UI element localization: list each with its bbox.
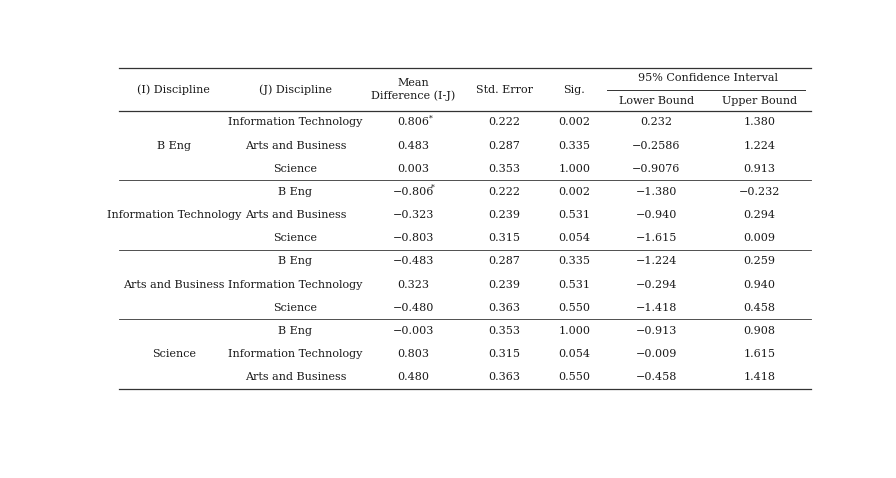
Text: 0.363: 0.363 <box>488 372 521 382</box>
Text: −0.232: −0.232 <box>738 187 780 197</box>
Text: 0.054: 0.054 <box>558 349 590 359</box>
Text: 0.287: 0.287 <box>488 141 521 151</box>
Text: Information Technology: Information Technology <box>228 280 363 290</box>
Text: 1.615: 1.615 <box>743 349 775 359</box>
Text: 0.002: 0.002 <box>558 187 590 197</box>
Text: (J) Discipline: (J) Discipline <box>259 84 332 95</box>
Text: −0.2586: −0.2586 <box>633 141 681 151</box>
Text: 1.380: 1.380 <box>743 117 775 127</box>
Text: 0.531: 0.531 <box>558 210 590 220</box>
Text: −0.803: −0.803 <box>392 233 434 243</box>
Text: 0.803: 0.803 <box>397 349 429 359</box>
Text: Upper Bound: Upper Bound <box>721 96 797 106</box>
Text: Arts and Business: Arts and Business <box>245 141 346 151</box>
Text: −1.615: −1.615 <box>636 233 677 243</box>
Text: 0.458: 0.458 <box>743 303 775 313</box>
Text: −0.003: −0.003 <box>392 326 434 336</box>
Text: 0.009: 0.009 <box>743 233 775 243</box>
Text: 0.239: 0.239 <box>488 210 521 220</box>
Text: 1.000: 1.000 <box>558 326 590 336</box>
Text: 1.000: 1.000 <box>558 163 590 174</box>
Text: 0.054: 0.054 <box>558 233 590 243</box>
Text: Science: Science <box>273 233 317 243</box>
Text: Information Technology: Information Technology <box>228 349 363 359</box>
Text: 0.531: 0.531 <box>558 280 590 290</box>
Text: 0.003: 0.003 <box>397 163 429 174</box>
Text: 0.806: 0.806 <box>397 117 429 127</box>
Text: Arts and Business: Arts and Business <box>123 280 225 290</box>
Text: 0.353: 0.353 <box>488 163 521 174</box>
Text: −0.480: −0.480 <box>392 303 434 313</box>
Text: 0.222: 0.222 <box>488 187 521 197</box>
Text: Information Technology: Information Technology <box>228 117 363 127</box>
Text: 0.239: 0.239 <box>488 280 521 290</box>
Text: Mean
Difference (I-J): Mean Difference (I-J) <box>371 78 455 101</box>
Text: Arts and Business: Arts and Business <box>245 372 346 382</box>
Text: 0.315: 0.315 <box>488 349 521 359</box>
Text: −1.224: −1.224 <box>636 257 677 266</box>
Text: 0.353: 0.353 <box>488 326 521 336</box>
Text: −0.294: −0.294 <box>636 280 677 290</box>
Text: 1.224: 1.224 <box>743 141 775 151</box>
Text: 0.222: 0.222 <box>488 117 521 127</box>
Text: 0.550: 0.550 <box>558 303 590 313</box>
Text: *: * <box>428 114 433 122</box>
Text: −0.458: −0.458 <box>636 372 677 382</box>
Text: 0.294: 0.294 <box>743 210 775 220</box>
Text: −0.483: −0.483 <box>392 257 434 266</box>
Text: B Eng: B Eng <box>157 141 191 151</box>
Text: 0.483: 0.483 <box>397 141 429 151</box>
Text: −0.913: −0.913 <box>636 326 677 336</box>
Text: 1.418: 1.418 <box>743 372 775 382</box>
Text: Science: Science <box>151 349 196 359</box>
Text: −0.009: −0.009 <box>636 349 677 359</box>
Text: 0.232: 0.232 <box>641 117 672 127</box>
Text: 0.363: 0.363 <box>488 303 521 313</box>
Text: Information Technology: Information Technology <box>107 210 241 220</box>
Text: Science: Science <box>273 163 317 174</box>
Text: 0.259: 0.259 <box>743 257 775 266</box>
Text: −0.323: −0.323 <box>392 210 434 220</box>
Text: 0.287: 0.287 <box>488 257 521 266</box>
Text: −1.418: −1.418 <box>636 303 677 313</box>
Text: B Eng: B Eng <box>279 326 313 336</box>
Text: 0.335: 0.335 <box>558 141 590 151</box>
Text: −0.806: −0.806 <box>392 187 434 197</box>
Text: 0.323: 0.323 <box>397 280 429 290</box>
Text: Arts and Business: Arts and Business <box>245 210 346 220</box>
Text: Sig.: Sig. <box>564 85 585 95</box>
Text: B Eng: B Eng <box>279 187 313 197</box>
Text: 0.940: 0.940 <box>743 280 775 290</box>
Text: 0.913: 0.913 <box>743 163 775 174</box>
Text: −0.9076: −0.9076 <box>633 163 681 174</box>
Text: 95% Confidence Interval: 95% Confidence Interval <box>638 73 778 83</box>
Text: 0.002: 0.002 <box>558 117 590 127</box>
Text: B Eng: B Eng <box>279 257 313 266</box>
Text: Science: Science <box>273 303 317 313</box>
Text: −0.940: −0.940 <box>636 210 677 220</box>
Text: 0.908: 0.908 <box>743 326 775 336</box>
Text: *: * <box>431 184 435 192</box>
Text: 0.335: 0.335 <box>558 257 590 266</box>
Text: (I) Discipline: (I) Discipline <box>137 84 211 95</box>
Text: 0.315: 0.315 <box>488 233 521 243</box>
Text: −1.380: −1.380 <box>636 187 677 197</box>
Text: Std. Error: Std. Error <box>476 85 533 95</box>
Text: Lower Bound: Lower Bound <box>619 96 694 106</box>
Text: 0.550: 0.550 <box>558 372 590 382</box>
Text: 0.480: 0.480 <box>397 372 429 382</box>
